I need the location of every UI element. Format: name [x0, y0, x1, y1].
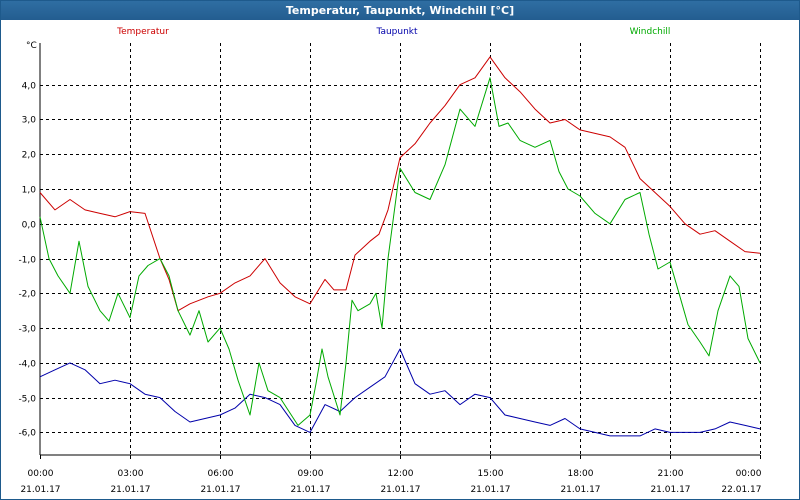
x-tick-date: 21.01.17 — [20, 485, 60, 495]
x-tick-date: 21.01.17 — [650, 485, 690, 495]
chart-grid — [40, 43, 761, 459]
x-tick-date: 21.01.17 — [470, 485, 510, 495]
y-tick-label: -1,0 — [18, 256, 36, 266]
x-tick-date: 21.01.17 — [110, 485, 150, 495]
legend: Temperatur Taupunkt Windchill — [116, 27, 670, 37]
x-tick-date: 21.01.17 — [380, 485, 420, 495]
y-tick-label: -2,0 — [18, 290, 36, 300]
x-tick-time: 09:00 — [298, 469, 324, 479]
window-title: Temperatur, Taupunkt, Windchill [°C] — [1, 1, 799, 20]
y-tick-label: 2,0 — [22, 151, 37, 161]
y-tick-label: -3,0 — [18, 325, 36, 335]
x-tick-date: 21.01.17 — [200, 485, 240, 495]
legend-windchill: Windchill — [630, 27, 671, 37]
x-tick-date: 21.01.17 — [290, 485, 330, 495]
y-tick-label: -4,0 — [18, 360, 36, 370]
x-tick-time: 00:00 — [736, 469, 762, 479]
y-tick-label: -6,0 — [18, 429, 36, 439]
y-tick-labels: 4,0 3,0 2,0 1,0 0,0 -1,0 -2,0 -3,0 -4,0 -5,0 -6,0 — [18, 82, 36, 439]
x-tick-time: 03:00 — [118, 469, 144, 479]
x-tick-date: 22.01.17 — [721, 485, 761, 495]
series-windchill-line — [39, 77, 761, 426]
y-tick-label: 4,0 — [22, 82, 37, 92]
x-tick-labels: 00:00 21.01.17 03:00 21.01.17 06:00 21.01.17 0… — [20, 469, 761, 495]
y-tick-label: 0,0 — [22, 221, 37, 231]
series-temperatur-line — [39, 56, 761, 312]
x-tick-time: 00:00 — [28, 469, 54, 479]
x-tick-time: 06:00 — [208, 469, 234, 479]
legend-temperatur: Temperatur — [116, 27, 169, 37]
y-axis-unit-label: °C — [26, 41, 37, 51]
x-tick-time: 18:00 — [568, 469, 594, 479]
y-tick-label: 1,0 — [22, 186, 37, 196]
x-tick-time: 21:00 — [658, 469, 684, 479]
y-tick-label: 3,0 — [22, 116, 37, 126]
x-tick-time: 15:00 — [478, 469, 504, 479]
x-tick-date: 21.01.17 — [560, 485, 600, 495]
x-tick-time: 12:00 — [388, 469, 414, 479]
legend-taupunkt: Taupunkt — [375, 27, 418, 37]
y-tick-label: -5,0 — [18, 395, 36, 405]
series-taupunkt-line — [39, 348, 761, 437]
series-lines — [39, 56, 761, 437]
